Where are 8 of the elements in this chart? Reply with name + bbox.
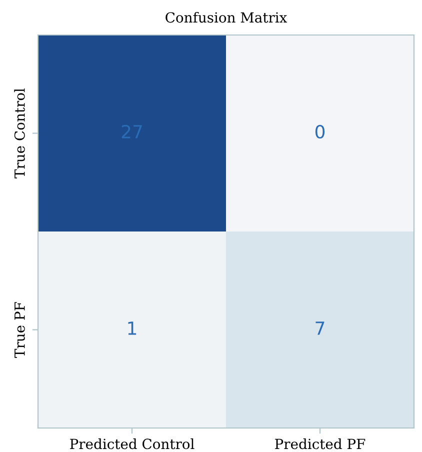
- x-tick-label: Predicted PF: [275, 438, 366, 450]
- data-label: 0: [315, 124, 325, 138]
- data-label: 7: [316, 322, 324, 335]
- data-label: 1: [128, 322, 136, 335]
- y-tick-label: True Control: [14, 88, 25, 178]
- chart-title: Confusion Matrix: [166, 12, 287, 23]
- x-tick-label: Predicted Control: [70, 438, 194, 450]
- y-tick-label: True PF: [14, 302, 25, 358]
